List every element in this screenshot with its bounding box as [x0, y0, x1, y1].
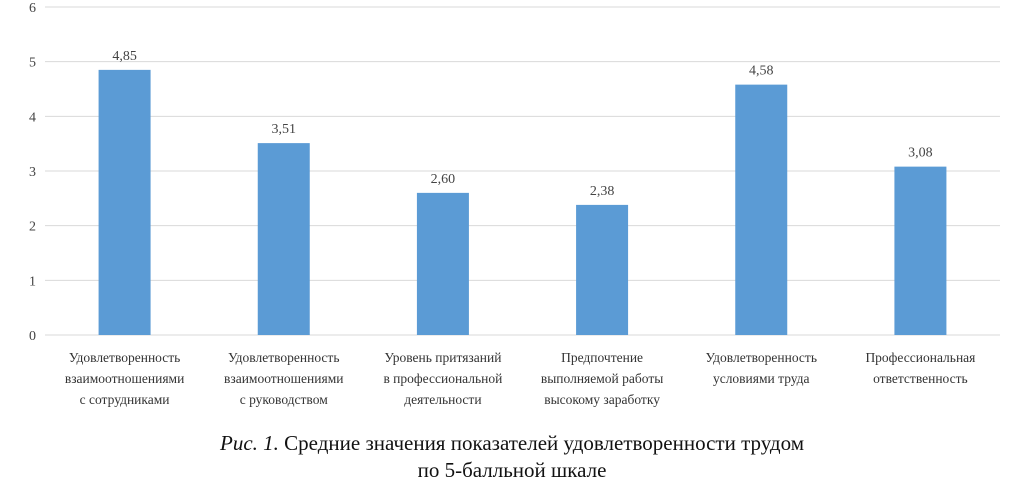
data-label: 2,60 [431, 172, 456, 187]
category-label: Удовлетворенность взаимоотношениями с сотр… [65, 350, 184, 407]
data-label: 4,58 [749, 64, 774, 79]
data-label: 4,85 [112, 49, 137, 64]
figure-caption: Рис. 1. Средние значения показателей удо… [0, 430, 1024, 484]
bar [735, 84, 788, 335]
caption-line-2: по 5-балльной шкале [417, 458, 607, 482]
y-axis-ticks: 0 1 2 3 4 5 6 [29, 1, 36, 344]
y-tick-label: 5 [29, 56, 36, 71]
data-label: 3,51 [272, 122, 297, 137]
bar [98, 69, 151, 335]
caption-line-1: Рис. 1. Средние значения показателей удо… [0, 430, 1024, 457]
category-label: Удовлетворенность взаимоотношениями с руко… [224, 350, 343, 407]
category-label: Удовлетворенность условиями труда [706, 350, 817, 386]
y-tick-label: 1 [29, 274, 36, 289]
y-tick-label: 6 [29, 1, 36, 16]
y-tick-label: 2 [29, 220, 36, 235]
bar [576, 204, 629, 335]
bar-chart: 0 1 2 3 4 5 6 4,85 3,51 2,60 2,38 4,58 3,08 Удовлет… [29, 1, 1000, 407]
data-labels: 4,85 3,51 2,60 2,38 4,58 3,08 [112, 49, 932, 199]
y-tick-label: 3 [29, 165, 36, 180]
bar [257, 143, 310, 335]
gridlines [45, 6, 1000, 336]
bar [416, 192, 469, 335]
bars [98, 69, 947, 335]
caption-title: Средние значения показателей удовлетворе… [284, 431, 804, 455]
caption-prefix: Рис. 1. [220, 431, 279, 455]
data-label: 3,08 [908, 146, 933, 161]
category-label: Предпочтение выполняемой работы высокому з… [541, 350, 663, 407]
data-label: 2,38 [590, 184, 615, 199]
y-tick-label: 4 [29, 110, 36, 125]
bar [894, 166, 947, 335]
category-labels: Удовлетворенность взаимоотношениями с сотр… [65, 350, 976, 407]
category-label: Уровень притязаний в профессиональной деят… [383, 350, 502, 407]
y-tick-label: 0 [29, 329, 36, 344]
category-label: Профессиональная ответственность [865, 350, 975, 386]
